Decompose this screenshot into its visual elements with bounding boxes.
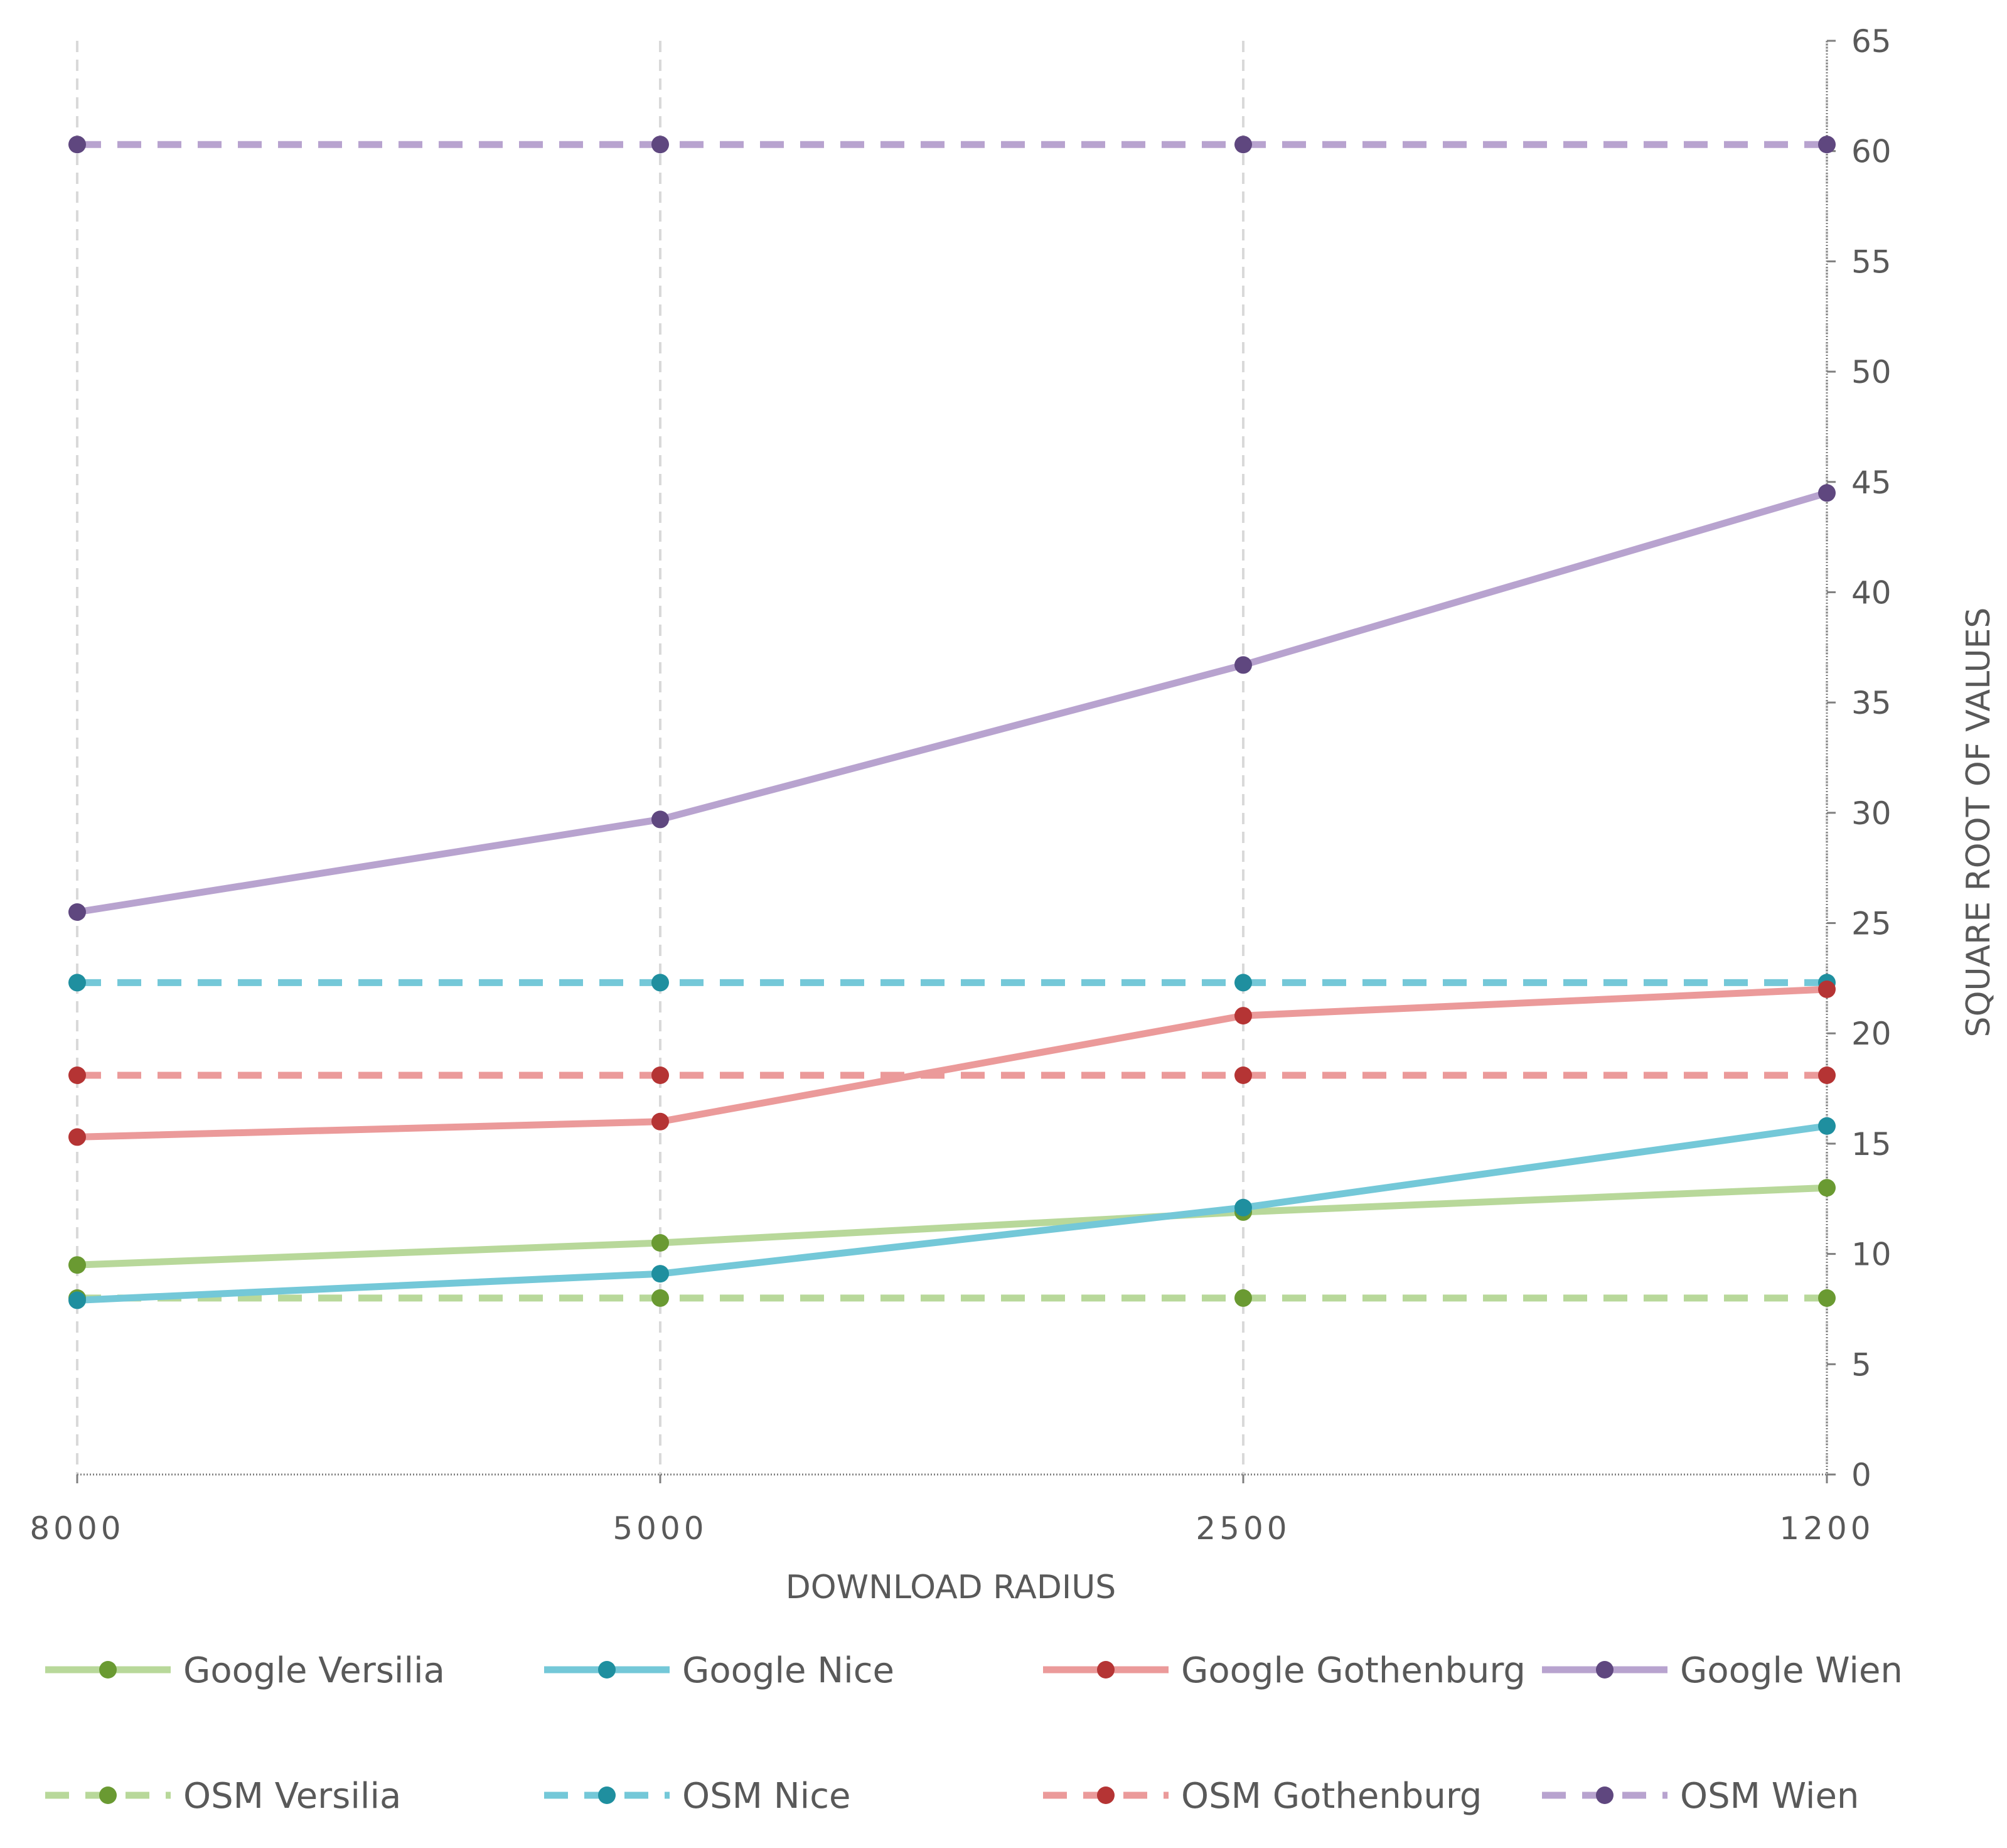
y-tick-label-50: 50 — [1851, 354, 1892, 390]
legend-swatch-marker — [99, 1661, 117, 1679]
data-point-osm-gothenburg-8000 — [68, 1066, 86, 1084]
gridlines — [76, 41, 1828, 1475]
data-point-google-nice-1200 — [1818, 1117, 1836, 1135]
data-point-osm-nice-2500 — [1234, 974, 1252, 992]
y-axis-title: SQUARE ROOT OF VALUES — [1960, 608, 1998, 1038]
legend: Google Versilia Google Nice Google Gothenb… — [45, 1650, 1903, 1817]
data-point-google-wien-1200 — [1818, 484, 1836, 502]
y-tick-label-20: 20 — [1851, 1016, 1892, 1052]
y-tick-label-15: 15 — [1851, 1126, 1892, 1163]
data-point-osm-wien-5000 — [651, 136, 669, 154]
legend-label: Google Gothenburg — [1181, 1650, 1526, 1691]
series-line-google-versilia — [73, 1184, 1831, 1269]
series-line-google-gothenburg — [73, 986, 1831, 1141]
data-point-google-nice-2500 — [1234, 1198, 1252, 1217]
legend-swatch-marker — [598, 1786, 616, 1804]
legend-swatch-marker — [598, 1661, 616, 1679]
x-tick-label-1200: 1200 — [1779, 1510, 1874, 1547]
data-point-osm-versilia-2500 — [1234, 1289, 1252, 1307]
legend-swatch-marker — [1596, 1786, 1614, 1804]
data-point-google-gothenburg-5000 — [651, 1112, 669, 1131]
data-point-google-wien-5000 — [651, 810, 669, 829]
data-point-osm-versilia-1200 — [1818, 1289, 1836, 1307]
y-tick-label-25: 25 — [1851, 906, 1892, 942]
y-tick-label-55: 55 — [1851, 244, 1892, 280]
data-point-google-wien-8000 — [68, 903, 86, 921]
data-point-osm-nice-5000 — [651, 974, 669, 992]
legend-swatch-marker — [1097, 1786, 1115, 1804]
legend-item-osm-versilia: OSM Versilia — [45, 1776, 401, 1817]
legend-item-google-gothenburg: Google Gothenburg — [1043, 1650, 1526, 1691]
y-tick-label-30: 30 — [1851, 795, 1892, 832]
x-tick-label-2500: 2500 — [1196, 1510, 1290, 1547]
y-tick-label-40: 40 — [1851, 574, 1892, 611]
legend-label: OSM Nice — [682, 1776, 850, 1817]
legend-item-google-nice: Google Nice — [544, 1650, 894, 1691]
data-point-osm-nice-8000 — [68, 974, 86, 992]
data-point-osm-gothenburg-5000 — [651, 1066, 669, 1084]
legend-label: Google Wien — [1680, 1650, 1903, 1691]
data-point-google-nice-5000 — [651, 1265, 669, 1283]
x-axis-title: DOWNLOAD RADIUS — [786, 1569, 1116, 1606]
legend-label: OSM Versilia — [183, 1776, 401, 1817]
data-point-google-gothenburg-1200 — [1818, 980, 1836, 998]
legend-swatch-marker — [99, 1786, 117, 1804]
legend-label: OSM Wien — [1680, 1776, 1859, 1817]
data-point-google-versilia-8000 — [68, 1256, 86, 1274]
data-point-google-versilia-1200 — [1818, 1179, 1836, 1197]
data-point-osm-wien-8000 — [68, 136, 86, 154]
legend-item-google-wien: Google Wien — [1542, 1650, 1903, 1691]
legend-label: Google Nice — [682, 1650, 894, 1691]
data-point-osm-gothenburg-1200 — [1818, 1066, 1836, 1084]
legend-item-osm-nice: OSM Nice — [544, 1776, 850, 1817]
data-point-osm-wien-1200 — [1818, 136, 1836, 154]
data-point-google-gothenburg-8000 — [68, 1128, 86, 1146]
y-tick-label-35: 35 — [1851, 685, 1892, 721]
x-tick-label-8000: 8000 — [29, 1510, 124, 1547]
data-point-osm-gothenburg-2500 — [1234, 1066, 1252, 1084]
y-tick-label-0: 0 — [1851, 1457, 1871, 1493]
data-point-google-nice-8000 — [68, 1291, 86, 1309]
y-tick-label-45: 45 — [1851, 465, 1892, 501]
y-tick-label-5: 5 — [1851, 1346, 1871, 1383]
legend-label: Google Versilia — [183, 1650, 445, 1691]
data-point-google-gothenburg-2500 — [1234, 1007, 1252, 1025]
series-line-google-wien — [73, 489, 1831, 916]
axes — [76, 40, 1836, 1483]
series-markers — [68, 136, 1836, 1309]
tick-labels: 8000 5000 2500 1200 0 5 10 15 20 25 30 35 40 45 50 55 60… — [29, 23, 1891, 1547]
y-tick-label-10: 10 — [1851, 1237, 1892, 1273]
y-tick-label-65: 65 — [1851, 23, 1892, 60]
series-line-google-nice — [73, 1122, 1831, 1304]
legend-item-google-versilia: Google Versilia — [45, 1650, 445, 1691]
data-point-google-versilia-5000 — [651, 1234, 669, 1252]
data-point-osm-versilia-5000 — [651, 1289, 669, 1307]
legend-swatch-marker — [1097, 1661, 1115, 1679]
series-lines — [73, 141, 1831, 1304]
legend-item-osm-gothenburg: OSM Gothenburg — [1043, 1776, 1482, 1817]
legend-label: OSM Gothenburg — [1181, 1776, 1482, 1817]
data-point-google-wien-2500 — [1234, 656, 1252, 674]
data-point-osm-wien-2500 — [1234, 136, 1252, 154]
x-tick-label-5000: 5000 — [613, 1510, 707, 1547]
y-tick-label-60: 60 — [1851, 134, 1892, 170]
legend-swatch-marker — [1596, 1661, 1614, 1679]
legend-item-osm-wien: OSM Wien — [1542, 1776, 1859, 1817]
